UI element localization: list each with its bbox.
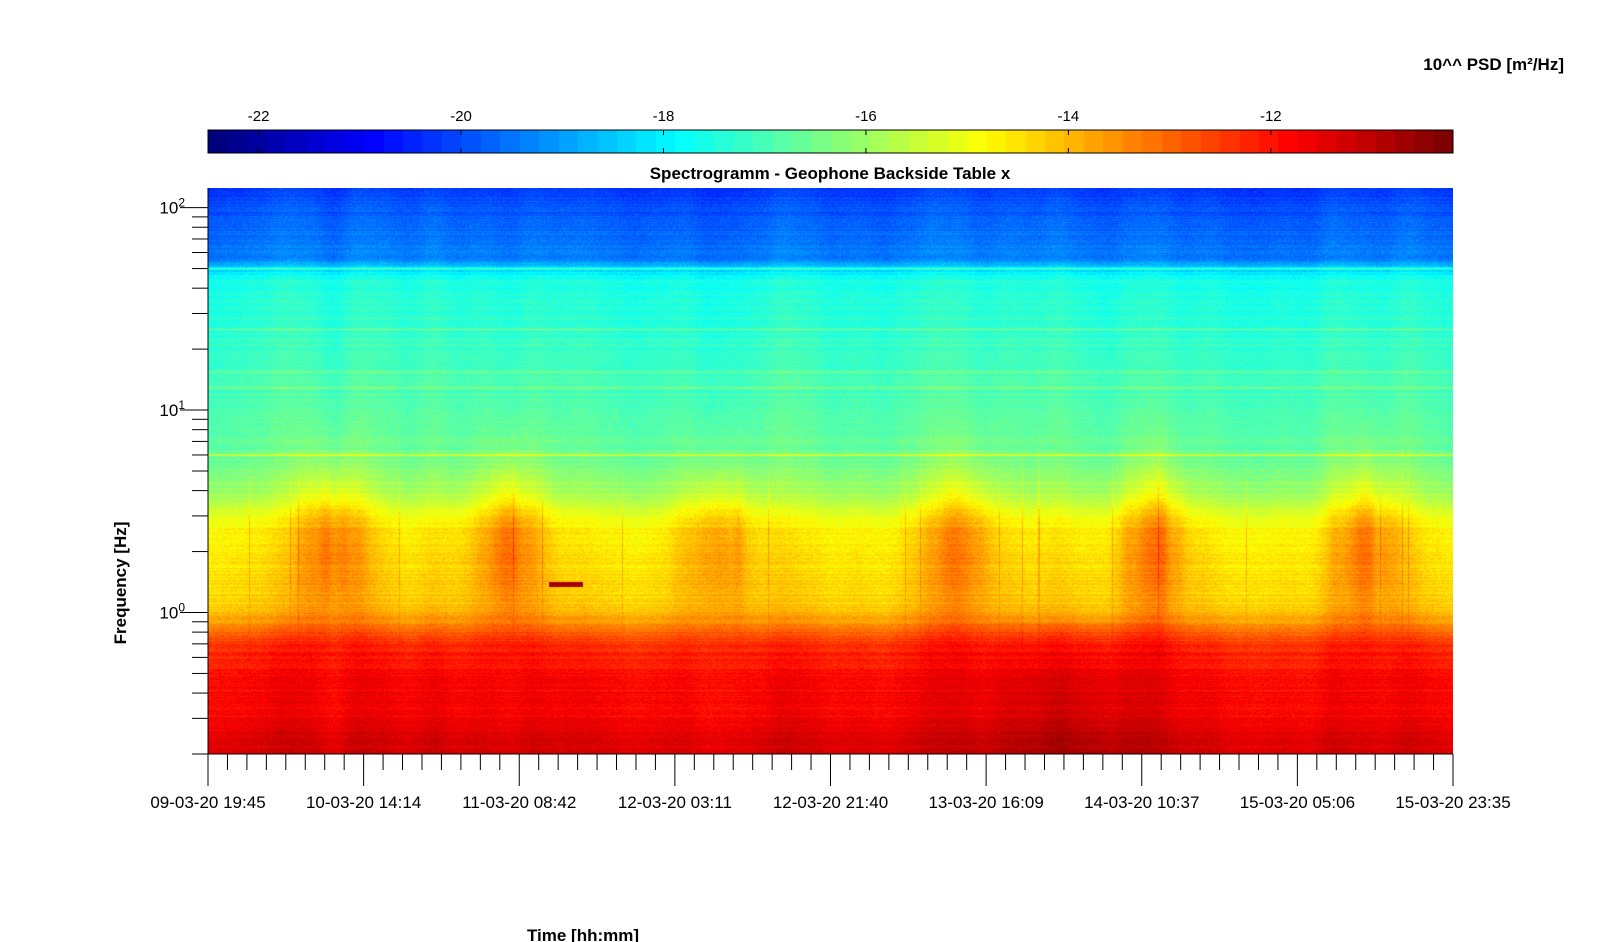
colorbar-ticks: -22 -20 -18 -16 -14 -12: [248, 108, 1282, 153]
plot-area: [208, 188, 1453, 754]
x-tick-label: 15-03-20 05:06: [1240, 793, 1355, 812]
x-tick-label: 11-03-20 08:42: [462, 793, 576, 812]
x-axis-label: Time [hh:mm]: [527, 926, 639, 942]
x-tick-label: 12-03-20 03:11: [618, 793, 732, 812]
y-tick-label-base: 10: [159, 604, 178, 623]
colorbar-tick-label: -16: [855, 108, 877, 125]
colorbar-tick-label: -14: [1058, 108, 1080, 125]
colorbar: -22 -20 -18 -16 -14 -12: [207, 108, 1454, 154]
chart-title: Spectrogramm - Geophone Backside Table x: [650, 164, 1011, 183]
y-tick-label: 100: [159, 601, 185, 623]
x-tick-label: 14-03-20 10:37: [1084, 793, 1199, 812]
y-tick-label-base: 10: [159, 401, 178, 420]
y-tick-label-base: 10: [159, 199, 178, 218]
x-tick-label: 13-03-20 16:09: [928, 793, 1043, 812]
y-tick-label: 101: [159, 398, 185, 420]
y-tick-label: 102: [159, 196, 185, 218]
spectrogram-heatmap: [208, 188, 1453, 754]
x-tick-label: 09-03-20 19:45: [150, 793, 265, 812]
colorbar-tick-label: -22: [248, 108, 270, 125]
y-axis-label: Frequency [Hz]: [111, 522, 130, 645]
y-tick-label-exponent: 0: [178, 601, 185, 615]
colorbar-tick-label: -20: [450, 108, 472, 125]
colorbar-tick-label: -12: [1260, 108, 1282, 125]
x-tick-label: 15-03-20 23:35: [1395, 793, 1510, 812]
y-tick-label-exponent: 1: [178, 398, 185, 412]
colorbar-frame: [207, 129, 1454, 154]
x-tick-label: 10-03-20 14:14: [306, 793, 421, 812]
x-tick-label: 12-03-20 21:40: [773, 793, 888, 812]
colorbar-tick-label: -18: [653, 108, 675, 125]
colorbar-label: 10^^ PSD [m²/Hz]: [1423, 55, 1564, 74]
colorbar-gradient: [208, 130, 1453, 153]
x-axis: 09-03-20 19:45 10-03-20 14:14 11-03-20 08:…: [150, 753, 1511, 812]
y-tick-label-exponent: 2: [178, 196, 185, 210]
